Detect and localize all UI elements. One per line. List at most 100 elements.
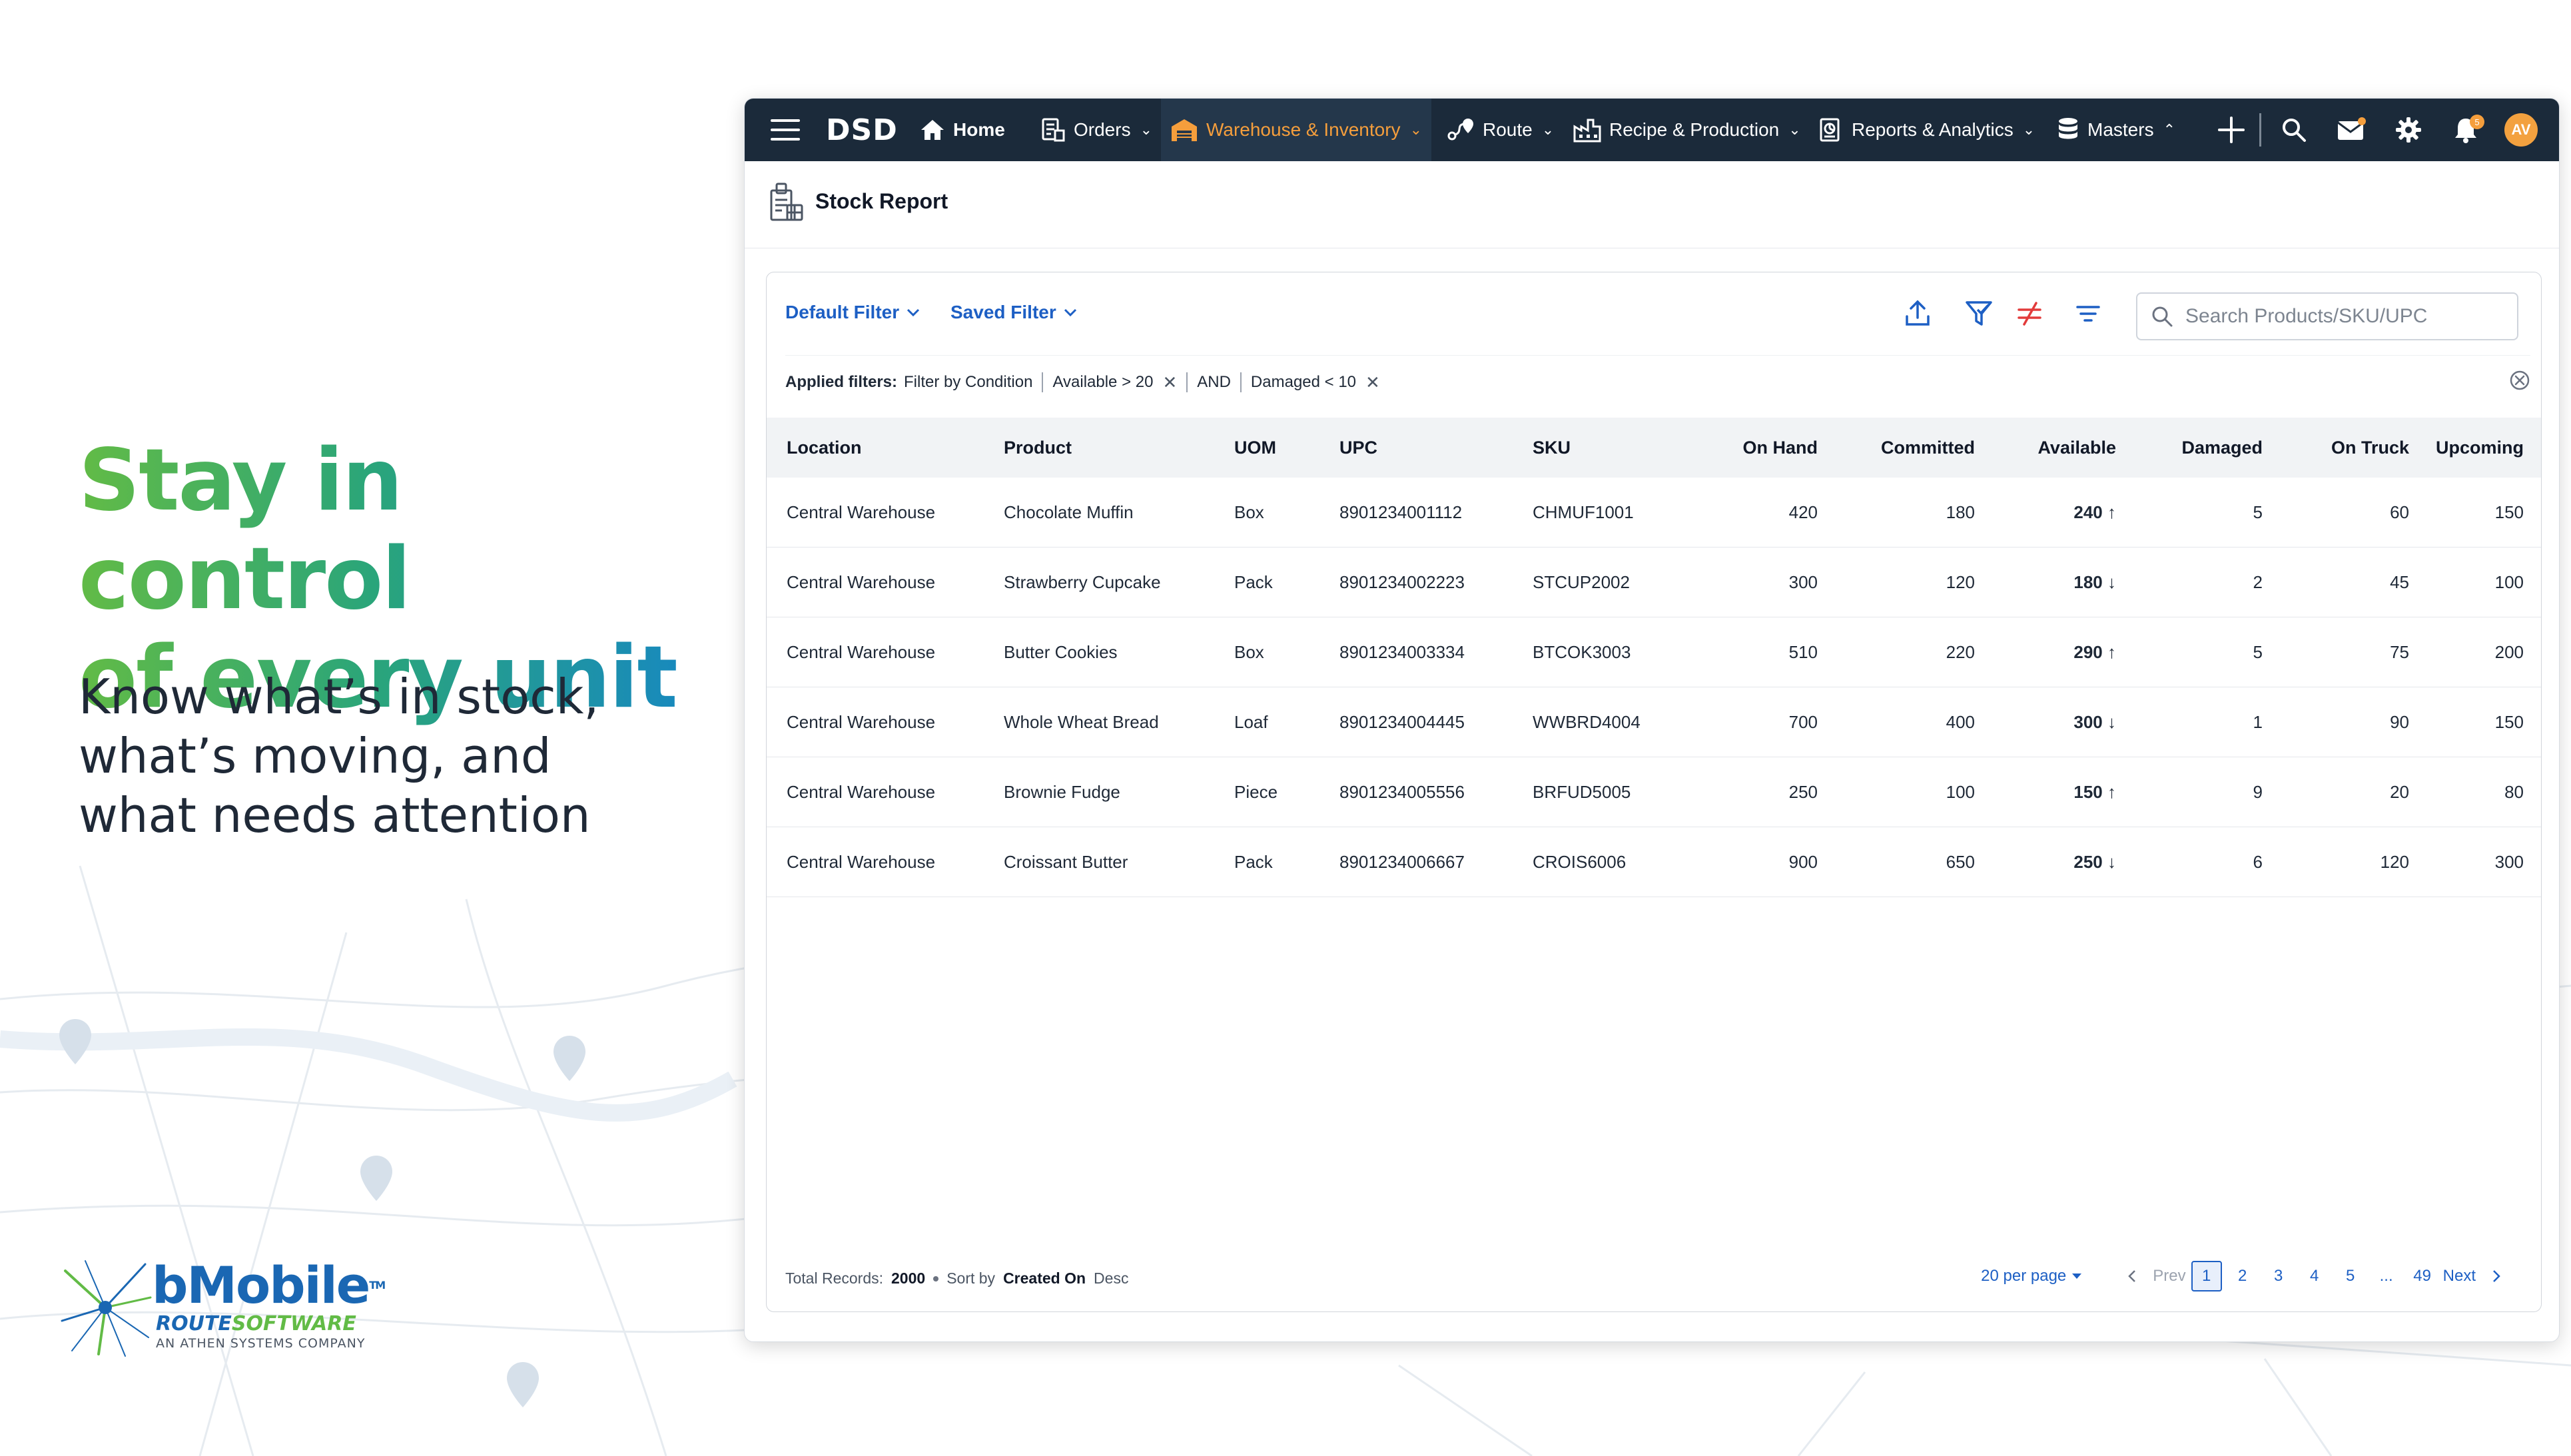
col-header-upc[interactable]: UPC — [1319, 418, 1513, 478]
col-header-committed[interactable]: Committed — [1835, 418, 1992, 478]
cell-sku: CROIS6006 — [1513, 827, 1682, 897]
total-records-label: Total Records: — [785, 1270, 884, 1287]
page-3-button[interactable]: 3 — [2273, 1267, 2283, 1285]
col-header-on-truck[interactable]: On Truck — [2280, 418, 2426, 478]
page-49-button[interactable]: 49 — [2413, 1267, 2431, 1285]
settings-button[interactable] — [2395, 99, 2422, 161]
sort-field: Created On — [1003, 1270, 1086, 1287]
chevron-down-icon — [1064, 308, 1076, 317]
cell-upc: 8901234001112 — [1319, 478, 1513, 547]
next-page-arrow[interactable] — [2481, 1261, 2512, 1291]
notifications-button[interactable] — [2452, 99, 2479, 161]
nav-warehouse-inventory[interactable]: Warehouse & Inventory ⌄ — [1161, 99, 1431, 161]
nav-masters[interactable]: Masters ⌃ — [2057, 99, 2175, 161]
cell-committed: 650 — [1835, 827, 1992, 897]
cell-on-truck: 60 — [2280, 478, 2426, 547]
clear-condition-button[interactable] — [2014, 298, 2045, 330]
cell-product: Whole Wheat Bread — [984, 687, 1214, 757]
brand-logo[interactable]: DSD — [826, 113, 898, 147]
cell-location: Central Warehouse — [767, 827, 984, 897]
search-button[interactable] — [2281, 99, 2307, 161]
production-icon — [1573, 119, 1601, 143]
cell-on-hand: 510 — [1682, 617, 1835, 687]
search-field[interactable] — [2136, 292, 2518, 340]
cell-upc: 8901234002223 — [1319, 547, 1513, 617]
cell-available: 240 ↑ — [1992, 478, 2133, 547]
divider — [1240, 372, 1242, 392]
table-row[interactable]: Central Warehouse Croissant Butter Pack … — [767, 827, 2541, 897]
remove-chip-available-icon[interactable]: ✕ — [1162, 372, 1178, 392]
cell-committed: 180 — [1835, 478, 1992, 547]
filter-chip-available: Available > 20 — [1052, 373, 1154, 391]
apply-filter-button[interactable] — [1963, 298, 1995, 330]
cell-upc: 8901234003334 — [1319, 617, 1513, 687]
default-filter-label: Default Filter — [785, 302, 900, 322]
chevron-down-icon: ⌄ — [1140, 121, 1153, 138]
gear-icon — [2396, 117, 2421, 143]
remove-chip-damaged-icon[interactable]: ✕ — [1365, 372, 1380, 392]
per-page-select[interactable]: 20 per page — [1981, 1267, 2082, 1285]
applied-filters-label: Applied filters: — [785, 373, 898, 391]
saved-filter-dropdown[interactable]: Saved Filter — [950, 302, 1078, 323]
page-header: Stock Report — [745, 161, 2559, 248]
cell-uom: Loaf — [1214, 687, 1319, 757]
cell-damaged: 9 — [2133, 757, 2280, 827]
pagination: 20 per page Prev 1 2 3 4 5 ... 49 Next — [1981, 1261, 2514, 1291]
table-row[interactable]: Central Warehouse Butter Cookies Box 890… — [767, 617, 2541, 687]
table-row[interactable]: Central Warehouse Chocolate Muffin Box 8… — [767, 478, 2541, 547]
table-row[interactable]: Central Warehouse Brownie Fudge Piece 89… — [767, 757, 2541, 827]
cell-on-truck: 120 — [2280, 827, 2426, 897]
nav-reports-analytics[interactable]: Reports & Analytics ⌄ — [1818, 99, 2035, 161]
col-header-available[interactable]: Available — [1992, 418, 2133, 478]
cell-upcoming: 80 — [2426, 757, 2541, 827]
filter-and-operator: AND — [1197, 373, 1231, 391]
cell-upcoming: 100 — [2426, 547, 2541, 617]
page-2-button[interactable]: 2 — [2237, 1267, 2247, 1285]
cell-upcoming: 150 — [2426, 478, 2541, 547]
export-button[interactable] — [1902, 298, 1934, 330]
prev-page-button[interactable]: Prev — [2153, 1267, 2186, 1285]
cell-available: 250 ↓ — [1992, 827, 2133, 897]
sort-filter-button[interactable] — [2072, 298, 2104, 330]
col-header-on-hand[interactable]: On Hand — [1682, 418, 1835, 478]
chevron-up-icon: ⌃ — [2163, 121, 2176, 138]
col-header-uom[interactable]: UOM — [1214, 418, 1319, 478]
col-header-upcoming[interactable]: Upcoming — [2426, 418, 2541, 478]
prev-page-arrow[interactable] — [2117, 1261, 2147, 1291]
page-4-button[interactable]: 4 — [2309, 1267, 2319, 1285]
default-filter-dropdown[interactable]: Default Filter — [785, 302, 920, 323]
nav-recipe-production[interactable]: Recipe & Production ⌄ — [1573, 99, 1801, 161]
nav-route[interactable]: Route ⌄ — [1447, 99, 1554, 161]
col-header-sku[interactable]: SKU — [1513, 418, 1682, 478]
nav-route-label: Route — [1483, 119, 1533, 140]
user-avatar[interactable]: AV — [2504, 113, 2538, 147]
page-1-button[interactable]: 1 — [2191, 1261, 2222, 1291]
page-5-button[interactable]: 5 — [2345, 1267, 2355, 1285]
hero-subhead: Know what’s in stock, what’s moving, and… — [79, 667, 678, 845]
table-row[interactable]: Central Warehouse Whole Wheat Bread Loaf… — [767, 687, 2541, 757]
cell-location: Central Warehouse — [767, 687, 984, 757]
add-button[interactable] — [2217, 99, 2246, 161]
nav-orders[interactable]: Orders ⌄ — [1040, 99, 1152, 161]
cell-uom: Piece — [1214, 757, 1319, 827]
cell-committed: 400 — [1835, 687, 1992, 757]
nav-orders-label: Orders — [1074, 119, 1131, 140]
clear-all-filters-icon[interactable] — [2508, 368, 2532, 392]
nav-divider — [2259, 113, 2261, 147]
not-equal-icon — [2018, 302, 2041, 326]
col-header-damaged[interactable]: Damaged — [2133, 418, 2280, 478]
table-row[interactable]: Central Warehouse Strawberry Cupcake Pac… — [767, 547, 2541, 617]
cell-upcoming: 200 — [2426, 617, 2541, 687]
hamburger-menu-button[interactable] — [770, 99, 801, 161]
nav-home[interactable]: Home — [920, 99, 1005, 161]
app-window: DSD Home Orders ⌄ Warehouse & Inventory ⌄ … — [744, 98, 2560, 1342]
next-page-button[interactable]: Next — [2442, 1267, 2476, 1285]
chevron-right-icon — [2493, 1270, 2500, 1282]
cell-sku: CHMUF1001 — [1513, 478, 1682, 547]
messages-button[interactable] — [2337, 99, 2366, 161]
cell-available: 180 ↓ — [1992, 547, 2133, 617]
applied-filters-bar: Applied filters: Filter by Condition Ava… — [785, 355, 2530, 409]
search-input[interactable] — [2184, 304, 2500, 328]
col-header-location[interactable]: Location — [767, 418, 984, 478]
col-header-product[interactable]: Product — [984, 418, 1214, 478]
